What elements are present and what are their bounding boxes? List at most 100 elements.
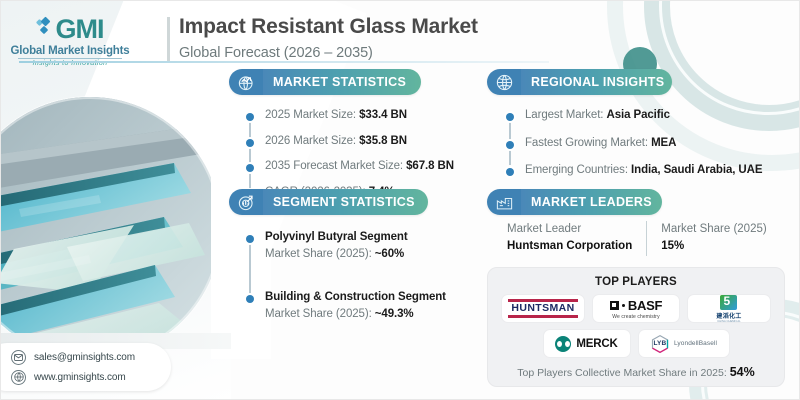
region-label: Fastest Growing Market: — [525, 136, 648, 149]
leader-column-share: Market Share (2025) 15% — [646, 221, 780, 256]
column-header: Market Share (2025) — [661, 223, 767, 235]
contact-email: sales@gminsights.com — [34, 351, 135, 363]
region-label: Emerging Countries: — [525, 164, 628, 177]
envelope-icon — [11, 349, 26, 365]
top-players-footer: Top Players Collective Market Share in 2… — [488, 365, 784, 379]
section-header-segment-statistics: SEGMENT STATISTICS — [229, 189, 428, 215]
basf-square-icon — [609, 300, 619, 310]
top-players-row-1: Huntsman BASF We create chemistry — [488, 294, 784, 323]
logo-tagline: Insights to Innovation — [32, 59, 108, 67]
stat-value: $35.8 BN — [359, 134, 407, 147]
column-header: Market Leader — [507, 223, 582, 235]
globe-chart-icon — [229, 69, 263, 95]
list-item: 2025 Market Size: $33.4 BN — [245, 107, 471, 124]
top-players-row-2: MERCK LYB LyondellBasell — [488, 329, 784, 358]
glass-panels-illustration — [1, 97, 221, 359]
stat-label: 2025 Market Size: — [265, 109, 356, 121]
section-header-market-leaders: MARKET LEADERS — [487, 189, 662, 215]
header-divider — [19, 61, 549, 63]
contact-website: www.gminsights.com — [34, 371, 126, 383]
stat-value: $33.4 BN — [359, 109, 407, 121]
huntsman-logo[interactable]: Huntsman — [501, 294, 585, 323]
huntsman-wordmark: Huntsman — [511, 301, 575, 314]
section-label-regional-insights: REGIONAL INSIGHTS — [531, 75, 665, 89]
contact-website-row[interactable]: www.gminsights.com — [11, 369, 171, 385]
region-value: Asia Pacific — [606, 109, 670, 121]
segment-statistics-list: Polyvinyl Butyral Segment Market Share (… — [245, 229, 475, 323]
globe-grid-icon — [487, 69, 521, 95]
lyb-initials: LYB — [653, 340, 667, 347]
logo-company-name: Global Market Insights — [10, 44, 130, 57]
market-leaders-table: Market Leader Huntsman Corporation Marke… — [507, 221, 781, 256]
section-header-regional-insights: REGIONAL INSIGHTS — [487, 69, 672, 95]
bullet-dot — [505, 168, 514, 177]
segment-title: Polyvinyl Butyral Segment — [265, 231, 408, 243]
list-item: 2035 Forecast Market Size: $67.8 BN — [245, 158, 471, 175]
basf-dot-icon — [621, 303, 625, 307]
merck-mark-icon — [555, 335, 572, 352]
list-item: Largest Market: Asia Pacific — [505, 107, 783, 124]
basf-logo[interactable]: BASF We create chemistry — [592, 294, 680, 323]
logo-wordmark: GMI — [55, 13, 105, 44]
list-item: Polyvinyl Butyral Segment Market Share (… — [245, 229, 475, 262]
bullet-dot — [245, 113, 254, 121]
market-statistics-list: 2025 Market Size: $33.4 BN 2026 Market S… — [245, 107, 471, 201]
leader-column-name: Market Leader Huntsman Corporation — [507, 221, 646, 256]
bullet-dot — [245, 235, 254, 243]
factory-icon — [487, 189, 521, 215]
contact-card: sales@gminsights.com www.gminsights.com — [1, 343, 171, 391]
title-accent-bar — [167, 17, 170, 63]
gmi-diamond-icon — [35, 16, 53, 40]
globe-icon — [11, 369, 26, 385]
page-subtitle: Global Forecast (2026 – 2035) — [179, 45, 373, 62]
lyondellbasell-logo[interactable]: LYB LyondellBasell — [637, 329, 730, 358]
top-players-card: TOP PLAYERS Huntsman BASF We create chem… — [487, 267, 785, 387]
page-title: Impact Resistant Glass Market — [179, 15, 478, 38]
collective-share-value: 54% — [729, 365, 755, 379]
list-item: Emerging Countries: India, Saudi Arabia,… — [505, 162, 783, 179]
stat-value: $67.8 BN — [406, 160, 454, 173]
bullet-dot — [245, 164, 254, 173]
contact-email-row[interactable]: sales@gminsights.com — [11, 349, 171, 365]
huntsman-bar-top — [508, 298, 578, 302]
top-players-title: TOP PLAYERS — [595, 276, 677, 288]
basf-tagline: We create chemistry — [612, 313, 660, 320]
section-label-market-leaders: MARKET LEADERS — [531, 195, 652, 209]
region-label: Largest Market: — [525, 109, 604, 121]
section-header-market-statistics: MARKET STATISTICS — [229, 69, 421, 95]
chinese-chemical-mark-icon — [720, 294, 738, 310]
column-value: Huntsman Corporation — [507, 240, 633, 253]
glass-panels-image — [1, 97, 221, 359]
section-label-market-statistics: MARKET STATISTICS — [273, 75, 407, 89]
segment-label: Market Share (2025): — [265, 308, 372, 321]
gmi-logo[interactable]: GMI Global Market Insights Insights to I… — [7, 13, 133, 69]
segment-value: ~60% — [374, 247, 405, 260]
list-item: 2026 Market Size: $35.8 BN — [245, 133, 471, 150]
chinese-chemical-logo[interactable]: 建滔化工 CHINA CHEMICAL — [687, 294, 771, 323]
collective-share-label: Top Players Collective Market Share in 2… — [517, 367, 727, 379]
bullet-dot — [245, 295, 254, 304]
stat-label: 2035 Forecast Market Size: — [265, 160, 404, 173]
stat-label: 2026 Market Size: — [265, 134, 356, 147]
lyb-wordmark: LyondellBasell — [673, 340, 718, 347]
segment-label: Market Share (2025): — [265, 247, 372, 260]
list-connector — [249, 117, 251, 189]
bullet-dot — [505, 140, 514, 149]
region-value: MEA — [651, 136, 677, 149]
region-value: India, Saudi Arabia, UAE — [631, 164, 763, 177]
list-connector — [249, 239, 251, 303]
segment-value: ~49.3% — [374, 308, 414, 321]
bullet-dot — [505, 113, 514, 121]
section-label-segment-statistics: SEGMENT STATISTICS — [273, 195, 415, 209]
column-value: 15% — [661, 240, 685, 253]
logo-divider — [18, 57, 122, 59]
regional-insights-list: Largest Market: Asia Pacific Fastest Gro… — [505, 107, 783, 179]
basf-wordmark: BASF — [627, 297, 663, 313]
merck-logo[interactable]: MERCK — [542, 329, 631, 358]
header-block: Impact Resistant Glass Market Global For… — [167, 15, 478, 63]
hero-right-mask — [211, 97, 271, 359]
segment-title: Building & Construction Segment — [265, 291, 446, 304]
merck-wordmark: MERCK — [576, 337, 618, 350]
chinese-chemical-wordmark: 建滔化工 — [716, 313, 742, 320]
